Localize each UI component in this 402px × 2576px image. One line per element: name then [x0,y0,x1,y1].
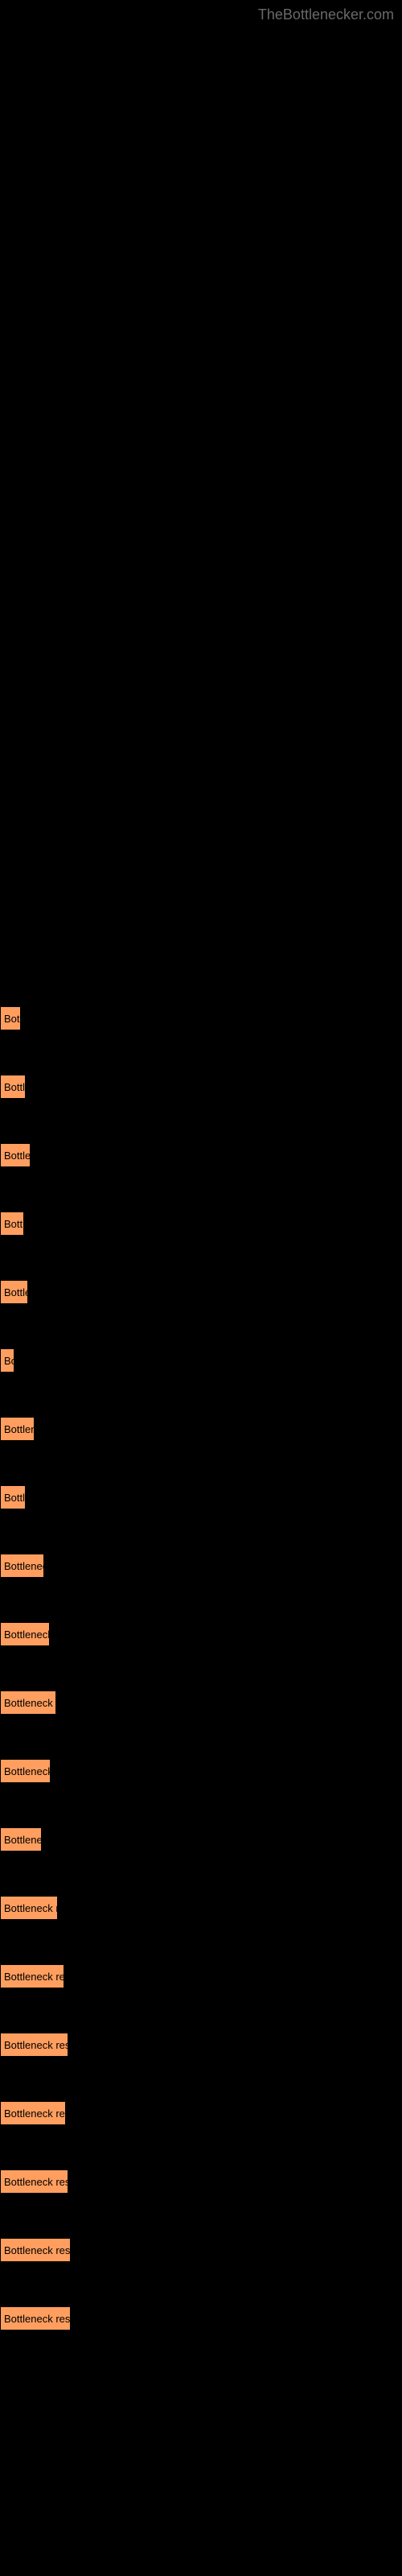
chart-bar: Bottle [0,1075,26,1099]
bar-row: Bottle [0,1075,402,1099]
chart-bar: Bottleneck result [0,1896,58,1920]
bar-row: Bottle [0,1485,402,1509]
chart-bar: Bottlen [0,1143,31,1167]
bar-row: Bottleneck result [0,2101,402,2125]
bar-row: Bottlenec [0,1417,402,1441]
chart-bar: Bottleneck result [0,1964,64,1988]
bar-row: Bottlen [0,1280,402,1304]
bar-row: Bottl [0,1212,402,1236]
bar-row: Bottleneck result [0,2306,402,2330]
bar-row: Bottleneck result [0,2033,402,2057]
chart-bar: Bottleneck result [0,2306,71,2330]
bar-row: Bottleneck result [0,1896,402,1920]
bar-row: Bot [0,1006,402,1030]
chart-container: Bot Bottle Bottlen Bottl Bottlen Bo Bottlenec B… [0,0,402,2330]
bar-row: Bottleneck result [0,2169,402,2194]
chart-bar: Bottle [0,1485,26,1509]
bar-row: Bottleneck re [0,1554,402,1578]
chart-bar: Bottleneck r [0,1827,42,1852]
bar-row: Bo [0,1348,402,1373]
bar-row: Bottleneck result [0,1964,402,1988]
chart-bar: Bottleneck result [0,2169,68,2194]
chart-bar: Bottleneck result [0,1690,56,1715]
chart-bar: Bot [0,1006,21,1030]
chart-bar: Bottlenec [0,1417,35,1441]
chart-bar: Bottleneck res [0,1622,50,1646]
chart-bar: Bottlen [0,1280,28,1304]
chart-bar: Bottleneck result [0,2238,71,2262]
bar-row: Bottlen [0,1143,402,1167]
chart-bar: Bo [0,1348,14,1373]
bar-row: Bottleneck r [0,1827,402,1852]
chart-bar: Bottleneck result [0,2033,68,2057]
bar-row: Bottleneck res [0,1622,402,1646]
chart-bar: Bottleneck re [0,1554,44,1578]
chart-bar: Bottleneck result [0,2101,66,2125]
bar-row: Bottleneck result [0,1690,402,1715]
chart-bar: Bottl [0,1212,24,1236]
watermark-text: TheBottlenecker.com [258,6,394,23]
chart-bar: Bottleneck resu [0,1759,51,1783]
bar-row: Bottleneck result [0,2238,402,2262]
bar-row: Bottleneck resu [0,1759,402,1783]
